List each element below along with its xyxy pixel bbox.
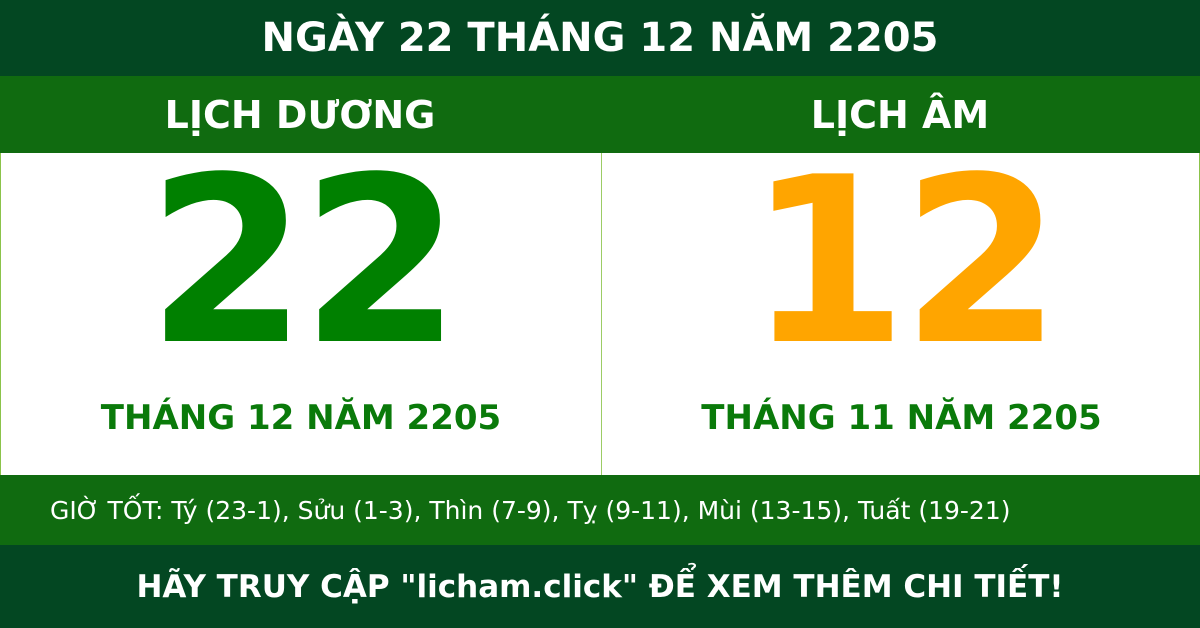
page-title: NGÀY 22 THÁNG 12 NĂM 2205 xyxy=(0,0,1200,76)
footer-cta: HÃY TRUY CẬP "licham.click" ĐỂ XEM THÊM … xyxy=(0,545,1200,628)
solar-column: 22 THÁNG 12 NĂM 2205 xyxy=(1,129,601,475)
lunar-day: 12 xyxy=(747,129,1061,396)
calendar-headers: LỊCH DƯƠNG LỊCH ÂM xyxy=(0,76,1200,153)
calendar-body: 22 THÁNG 12 NĂM 2205 12 THÁNG 11 NĂM 220… xyxy=(0,129,1200,475)
solar-calendar-label: LỊCH DƯƠNG xyxy=(164,92,436,137)
lunar-column: 12 THÁNG 11 NĂM 2205 xyxy=(601,129,1200,475)
good-hours: GIỜ TỐT: Tý (23-1), Sửu (1-3), Thìn (7-9… xyxy=(0,475,1200,545)
solar-month-year: THÁNG 12 NĂM 2205 xyxy=(100,398,502,438)
lunar-calendar-label: LỊCH ÂM xyxy=(810,92,990,137)
lunar-month-year: THÁNG 11 NĂM 2205 xyxy=(701,398,1102,438)
solar-day: 22 xyxy=(146,129,461,396)
